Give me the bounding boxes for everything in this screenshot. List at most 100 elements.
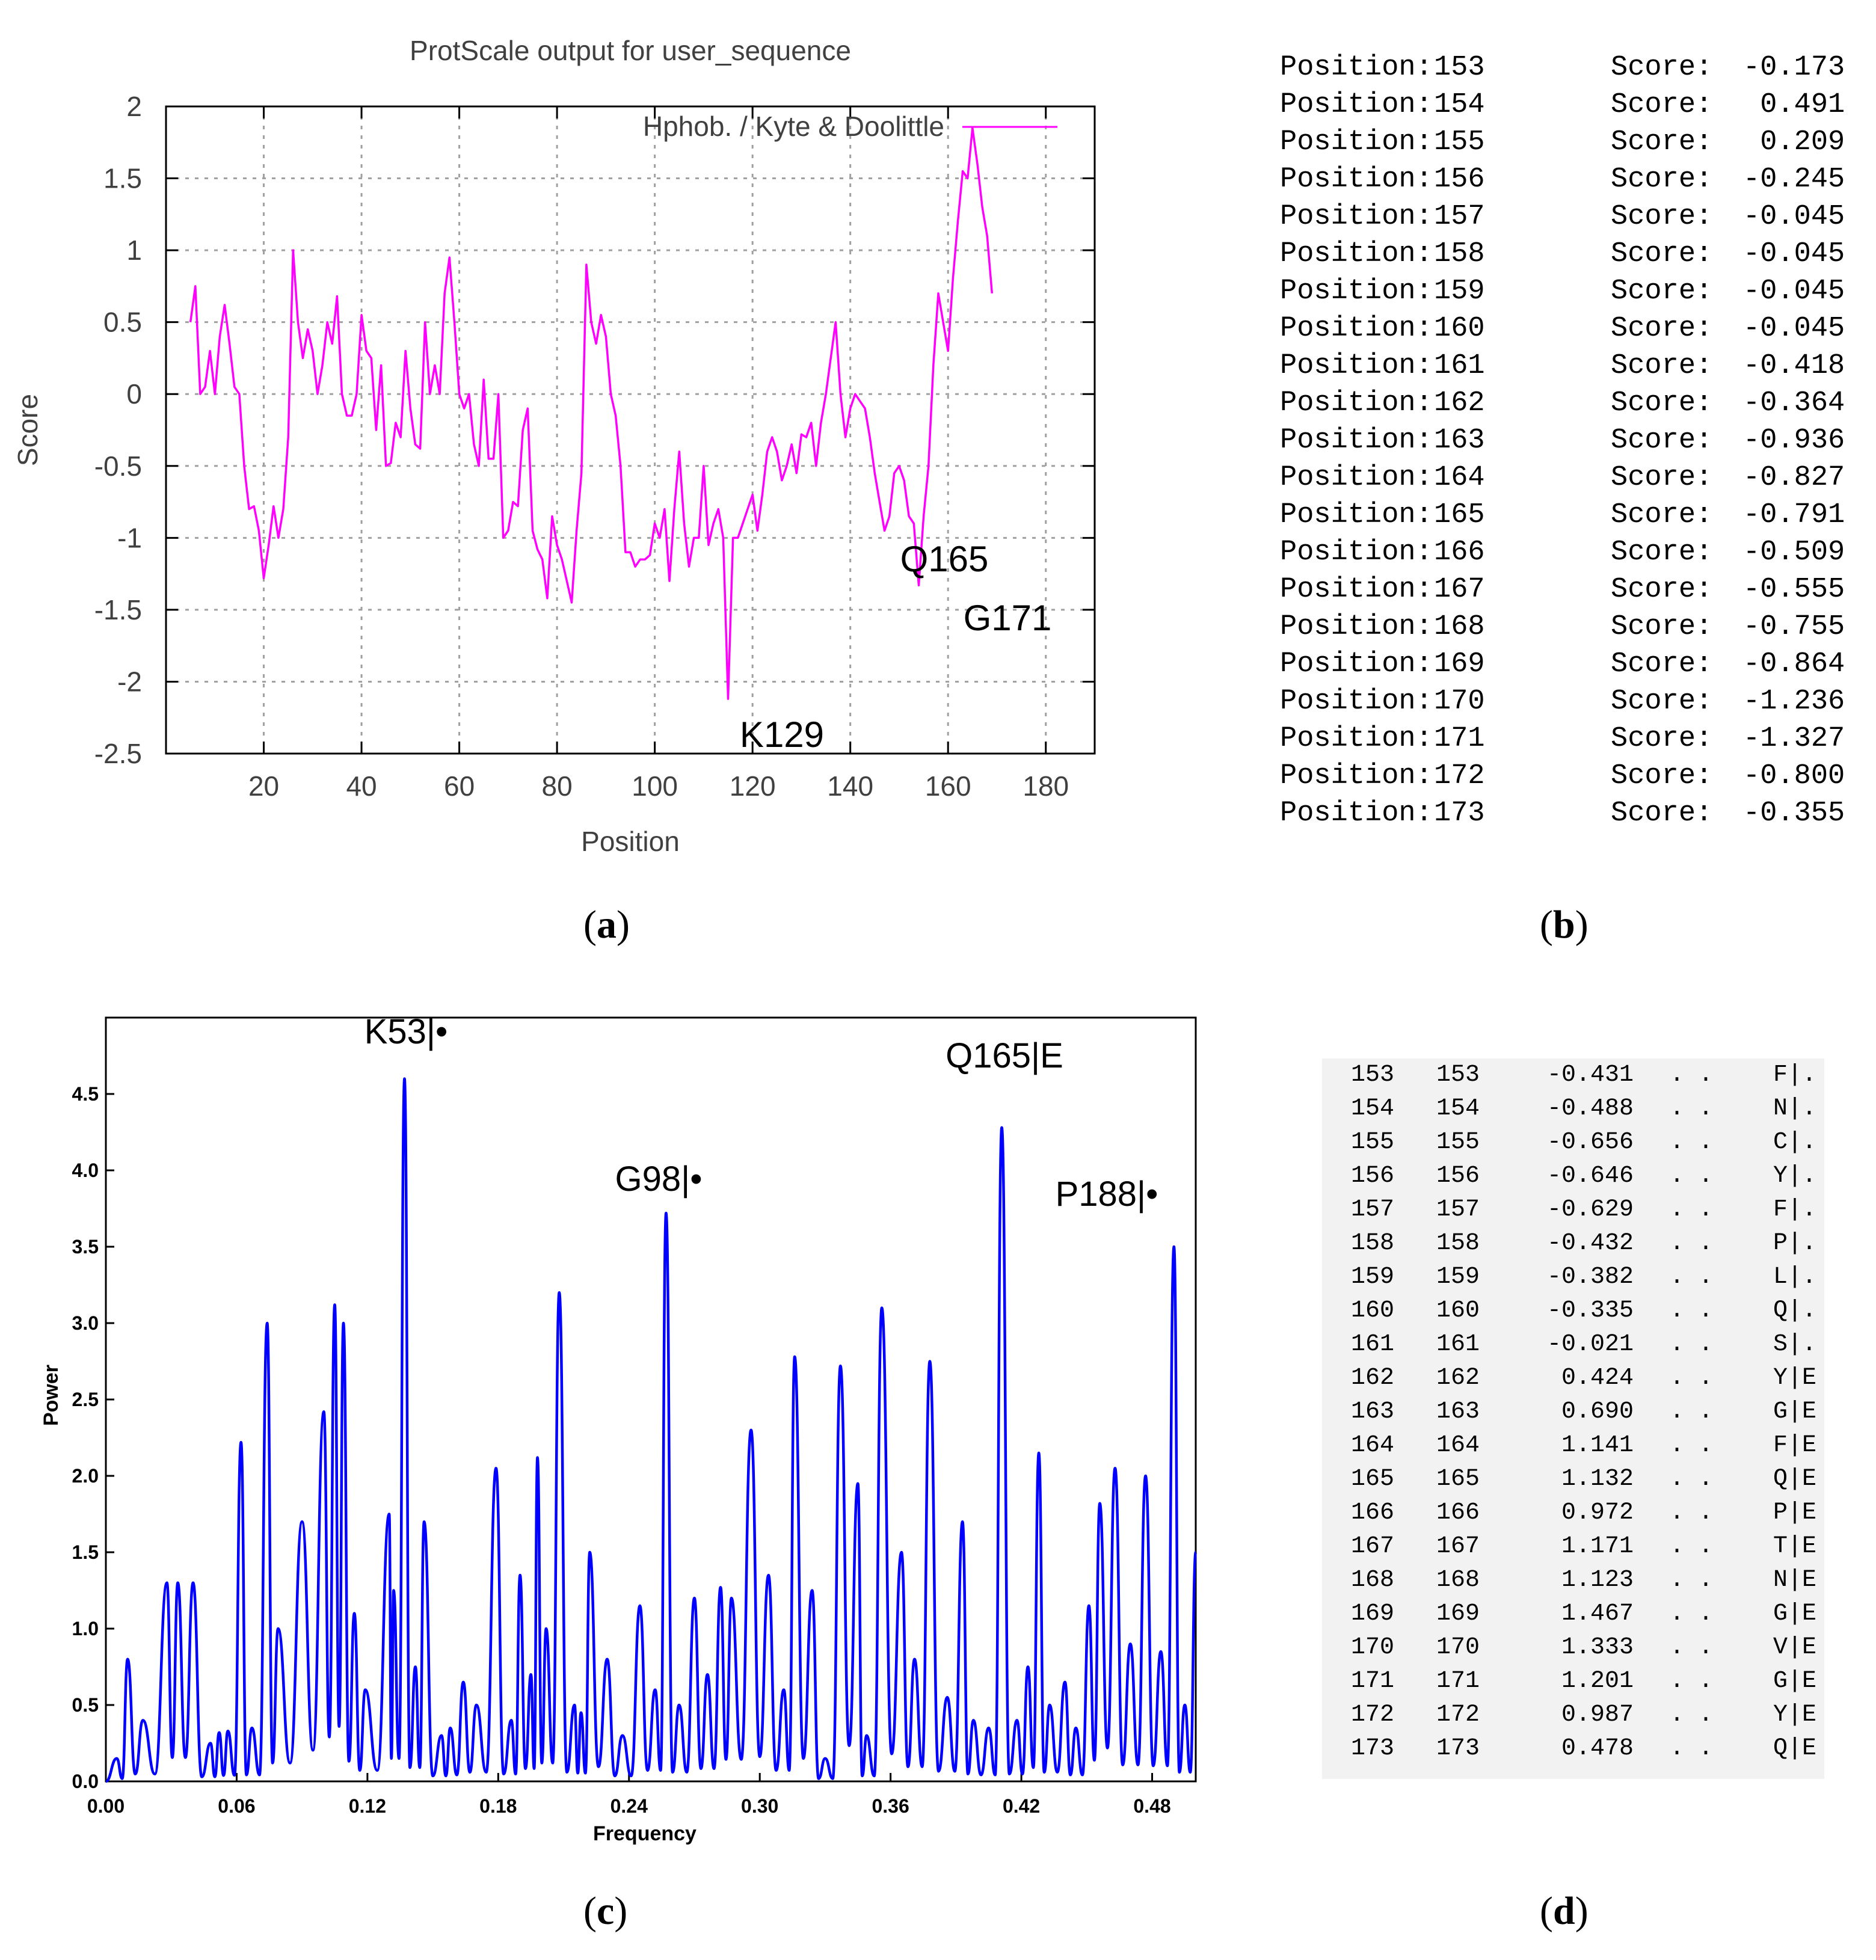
y-tick-label: 1 <box>126 235 142 266</box>
position-value: 161 <box>1434 350 1485 382</box>
score-value: -0.045 <box>1743 275 1845 307</box>
score-label: Score: <box>1611 499 1713 531</box>
residue-cell-res: Y|E <box>1773 1701 1816 1728</box>
residue-cell-a: 154 <box>1350 1095 1394 1122</box>
residue-cell-a: 172 <box>1350 1701 1394 1728</box>
score-label: Score: <box>1611 238 1713 270</box>
residue-cell-dots: . . <box>1669 1297 1713 1324</box>
score-label: Score: <box>1611 686 1713 717</box>
residue-table-row: 164 164 1.141 . . F|E <box>1322 1429 1824 1463</box>
score-label: Score: <box>1611 648 1713 680</box>
x-tick-label: 180 <box>1023 770 1069 802</box>
residue-cell-dots: . . <box>1669 1196 1713 1223</box>
residue-table-row: 162 162 0.424 . . Y|E <box>1322 1362 1824 1395</box>
caption-c: (c) <box>583 1889 628 1933</box>
residue-cell-res: Q|. <box>1773 1297 1816 1324</box>
residue-cell-b: 157 <box>1436 1196 1480 1223</box>
position-label: Position: <box>1280 760 1433 792</box>
x-tick-label: 0.12 <box>349 1795 386 1817</box>
score-label: Score: <box>1611 275 1713 307</box>
residue-cell-b: 159 <box>1436 1264 1480 1291</box>
y-tick-label: -2 <box>117 666 142 697</box>
residue-cell-score: 1.333 <box>1561 1634 1634 1661</box>
residue-cell-dots: . . <box>1669 1331 1713 1358</box>
y-tick-label: 0.0 <box>72 1771 99 1792</box>
residue-cell-dots: . . <box>1669 1432 1713 1459</box>
score-value: -0.827 <box>1743 462 1845 494</box>
score-label: Score: <box>1611 89 1713 121</box>
annotation-peak: G98|• <box>615 1160 703 1199</box>
position-label: Position: <box>1280 387 1433 419</box>
y-tick-label: 2.5 <box>72 1389 99 1410</box>
y-tick-label: 1.5 <box>103 163 142 194</box>
residue-cell-score: 0.478 <box>1561 1735 1634 1762</box>
series-line-hydrophobicity <box>189 127 994 700</box>
residue-cell-dots: . . <box>1669 1466 1713 1493</box>
residue-cell-res: V|E <box>1773 1634 1816 1661</box>
annotation-g171: G171 <box>964 598 1052 638</box>
residue-cell-score: 0.690 <box>1561 1398 1634 1425</box>
residue-cell-score: 0.972 <box>1561 1499 1634 1526</box>
residue-cell-a: 169 <box>1350 1600 1394 1627</box>
position-label: Position: <box>1280 574 1433 606</box>
score-value: -0.509 <box>1743 536 1845 568</box>
residue-table-row: 163 163 0.690 . . G|E <box>1322 1395 1824 1429</box>
y-tick-label: 2 <box>126 91 142 122</box>
residue-cell-b: 173 <box>1436 1735 1480 1762</box>
residue-cell-res: Y|E <box>1773 1365 1816 1392</box>
plot-frame <box>165 105 1096 755</box>
x-tick-label: 40 <box>346 770 377 802</box>
position-value: 166 <box>1434 536 1485 568</box>
position-label: Position: <box>1280 350 1433 382</box>
caption-a-letter: a <box>596 903 617 947</box>
residue-cell-a: 158 <box>1350 1230 1394 1257</box>
caption-c-letter: c <box>596 1889 615 1933</box>
residue-cell-dots: . . <box>1669 1533 1713 1560</box>
score-value: -0.864 <box>1743 648 1845 680</box>
residue-table-row: 161 161 -0.021 . . S|. <box>1322 1328 1824 1362</box>
residue-cell-dots: . . <box>1669 1365 1713 1392</box>
y-tick-label: 0 <box>126 378 142 410</box>
residue-cell-res: Y|. <box>1773 1163 1816 1190</box>
position-label: Position: <box>1280 462 1433 494</box>
residue-cell-b: 158 <box>1436 1230 1480 1257</box>
score-label: Score: <box>1611 387 1713 419</box>
residue-table-row: 158 158 -0.432 . . P|. <box>1322 1227 1824 1261</box>
residue-cell-res: T|E <box>1773 1533 1816 1560</box>
residue-table-row: 153 153 -0.431 . . F|. <box>1322 1058 1824 1092</box>
residue-table-row: 160 160 -0.335 . . Q|. <box>1322 1294 1824 1328</box>
x-tick-label: 0.18 <box>479 1795 517 1817</box>
residue-cell-a: 168 <box>1350 1567 1394 1594</box>
residue-cell-score: 0.987 <box>1561 1701 1634 1728</box>
residue-cell-dots: . . <box>1669 1230 1713 1257</box>
residue-cell-b: 164 <box>1436 1432 1480 1459</box>
residue-cell-res: C|. <box>1773 1129 1816 1156</box>
score-label: Score: <box>1611 611 1713 643</box>
position-value: 171 <box>1434 723 1485 755</box>
residue-cell-b: 165 <box>1436 1466 1480 1493</box>
x-tick-label: 0.06 <box>218 1795 255 1817</box>
chart-a-title: ProtScale output for user_sequence <box>410 35 851 66</box>
residue-cell-b: 172 <box>1436 1701 1480 1728</box>
x-tick-label: 80 <box>542 770 573 802</box>
score-label: Score: <box>1611 462 1713 494</box>
position-label: Position: <box>1280 686 1433 717</box>
position-value: 163 <box>1434 425 1485 456</box>
residue-cell-dots: . . <box>1669 1398 1713 1425</box>
residue-cell-dots: . . <box>1669 1735 1713 1762</box>
residue-cell-a: 163 <box>1350 1398 1394 1425</box>
residue-table-row: 154 154 -0.488 . . N|. <box>1322 1092 1824 1126</box>
residue-cell-dots: . . <box>1669 1634 1713 1661</box>
residue-cell-res: N|. <box>1773 1095 1816 1122</box>
residue-cell-b: 161 <box>1436 1331 1480 1358</box>
residue-cell-a: 167 <box>1350 1533 1394 1560</box>
y-axis-label: Score <box>12 394 43 466</box>
score-value: -0.800 <box>1743 760 1845 792</box>
residue-cell-score: 1.201 <box>1561 1668 1634 1695</box>
position-value: 153 <box>1434 52 1485 84</box>
score-label: Score: <box>1611 574 1713 606</box>
x-tick-label: 100 <box>632 770 678 802</box>
residue-cell-res: N|E <box>1773 1567 1816 1594</box>
caption-b: (b) <box>1540 903 1588 947</box>
y-axis-label: Power <box>40 1365 63 1426</box>
